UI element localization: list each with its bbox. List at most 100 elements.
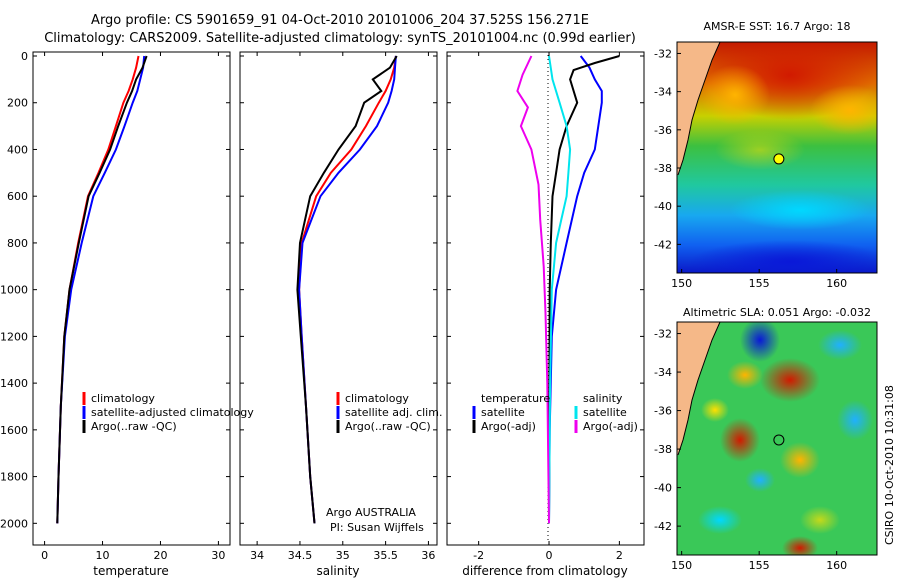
sst-cyan-band	[730, 190, 870, 230]
depth-tick-label: 0	[21, 50, 28, 63]
x-tick-label: 35	[336, 549, 350, 562]
sla-low	[698, 506, 742, 534]
depth-tick-label: 400	[7, 143, 28, 156]
map-y-tick-label: -34	[654, 86, 672, 99]
sst-map-title: AMSR-E SST: 16.7 Argo: 18	[703, 20, 850, 33]
difference-ticks: -2 0 2	[473, 52, 623, 562]
sla-high	[780, 442, 820, 478]
x-tick-label: 34.5	[288, 549, 313, 562]
x-tick-label: 36	[421, 549, 435, 562]
sla-high	[800, 506, 840, 534]
map-x-tick-label: 150	[671, 559, 692, 572]
sst-map-ticks: 150 155 160 -32 -34 -36 -38 -40 -42	[654, 47, 847, 290]
series-line-argo-raw-qc	[296, 55, 398, 524]
map-x-tick-label: 155	[749, 277, 770, 290]
map-x-tick-label: 155	[749, 559, 770, 572]
x-tick-label: 20	[153, 549, 167, 562]
salinity-series	[296, 55, 398, 524]
salinity-panel	[239, 51, 438, 546]
map-x-tick-label: 160	[826, 277, 847, 290]
map-x-tick-label: 150	[671, 277, 692, 290]
x-tick-label: 35.5	[373, 549, 398, 562]
sla-high	[720, 418, 760, 462]
map-y-tick-label: -32	[654, 328, 672, 341]
annotation-argo-australia: Argo AUSTRALIA	[326, 506, 416, 519]
sst-map-frame	[676, 41, 878, 274]
map-x-tick-label: 160	[826, 559, 847, 572]
depth-tick-label: 2000	[0, 517, 28, 530]
series-line-argo-raw-qc	[56, 55, 148, 524]
sla-low	[740, 322, 780, 362]
salinity-xlabel: salinity	[316, 564, 359, 578]
map-y-tick-label: -40	[654, 482, 672, 495]
temperature-ticks: 0 10 20 30	[41, 52, 225, 562]
sla-high	[727, 361, 763, 389]
temperature-xlabel: temperature	[93, 564, 168, 578]
series-line-temperature-argo-adj	[548, 55, 620, 524]
series-line-salinity-argo-adj	[516, 55, 550, 524]
sla-high	[701, 398, 729, 422]
depth-tick-label: 800	[7, 237, 28, 250]
depth-tick-label: 1200	[0, 330, 28, 343]
depth-tick-label: 1400	[0, 377, 28, 390]
x-tick-label: 0	[546, 549, 553, 562]
depth-tick-label: 1800	[0, 471, 28, 484]
map-y-tick-label: -40	[654, 200, 672, 213]
argo-float-marker	[773, 434, 785, 446]
x-tick-label: 0	[41, 549, 48, 562]
sst-cold-band	[690, 240, 877, 273]
difference-xlabel: difference from climatology	[462, 564, 628, 578]
sla-map	[677, 322, 877, 555]
x-tick-label: -2	[473, 549, 484, 562]
sla-low	[818, 330, 862, 360]
depth-tick-label: 200	[7, 97, 28, 110]
sst-yellow-patch	[715, 130, 805, 170]
series-line-temperature-satellite	[548, 55, 603, 524]
sla-high	[782, 536, 818, 555]
map-y-tick-label: -36	[654, 405, 672, 418]
map-y-tick-label: -36	[654, 124, 672, 137]
map-y-tick-label: -38	[654, 443, 672, 456]
difference-legend: temperature salinity satellite Argo(-adj…	[472, 392, 638, 433]
coastline	[677, 42, 721, 176]
sst-warm-patch	[810, 85, 877, 135]
legend-label-climatology: climatology	[345, 392, 409, 405]
legend-label-climatology: climatology	[91, 392, 155, 405]
argo-float-marker	[773, 153, 785, 165]
x-tick-label: 30	[211, 549, 225, 562]
x-tick-label: 34	[250, 549, 264, 562]
sla-low	[745, 468, 775, 492]
header-subtitle: Climatology: CARS2009. Satellite-adjuste…	[44, 31, 636, 46]
map-y-tick-label: -42	[654, 238, 672, 251]
temperature-panel	[32, 51, 231, 546]
x-tick-label: 2	[616, 549, 623, 562]
legend-label-sal-argo: Argo(-adj)	[583, 420, 638, 433]
x-tick-label: 10	[96, 549, 110, 562]
legend-label-satellite: satellite-adjusted climatology	[91, 406, 254, 419]
difference-series	[516, 55, 620, 524]
sst-map	[677, 42, 877, 273]
land-australia	[677, 322, 720, 455]
depth-tick-label: 1600	[0, 424, 28, 437]
sla-map-title: Altimetric SLA: 0.051 Argo: -0.032	[683, 306, 871, 319]
legend-label-satellite: satellite adj. clim.	[345, 406, 442, 419]
depth-tick-label: 600	[7, 190, 28, 203]
legend-title-salinity: salinity	[583, 392, 623, 405]
temperature-series	[56, 55, 148, 524]
map-y-tick-label: -34	[654, 366, 672, 379]
legend-label-temp-satellite: satellite	[481, 406, 525, 419]
legend-label-argo: Argo(..raw -QC)	[91, 420, 177, 433]
land-australia	[677, 42, 720, 175]
header-title: Argo profile: CS 5901659_91 04-Oct-2010 …	[91, 13, 589, 28]
temperature-legend: climatology satellite-adjusted climatolo…	[82, 392, 254, 433]
coastline	[677, 322, 721, 456]
legend-title-temperature: temperature	[481, 392, 550, 405]
sst-warm-patch	[700, 65, 770, 125]
series-line-salinity-satellite	[548, 55, 572, 524]
legend-label-sal-satellite: satellite	[583, 406, 627, 419]
legend-label-argo: Argo(..raw -QC)	[345, 420, 431, 433]
depth-axis: 0 200 400 600 800 1000 1200 1400 1600 1800 2000	[0, 50, 644, 530]
salinity-legend: climatology satellite adj. clim. Argo(..…	[336, 392, 442, 433]
credit-stamp: CSIRO 10-Oct-2010 10:31:08	[883, 385, 896, 545]
